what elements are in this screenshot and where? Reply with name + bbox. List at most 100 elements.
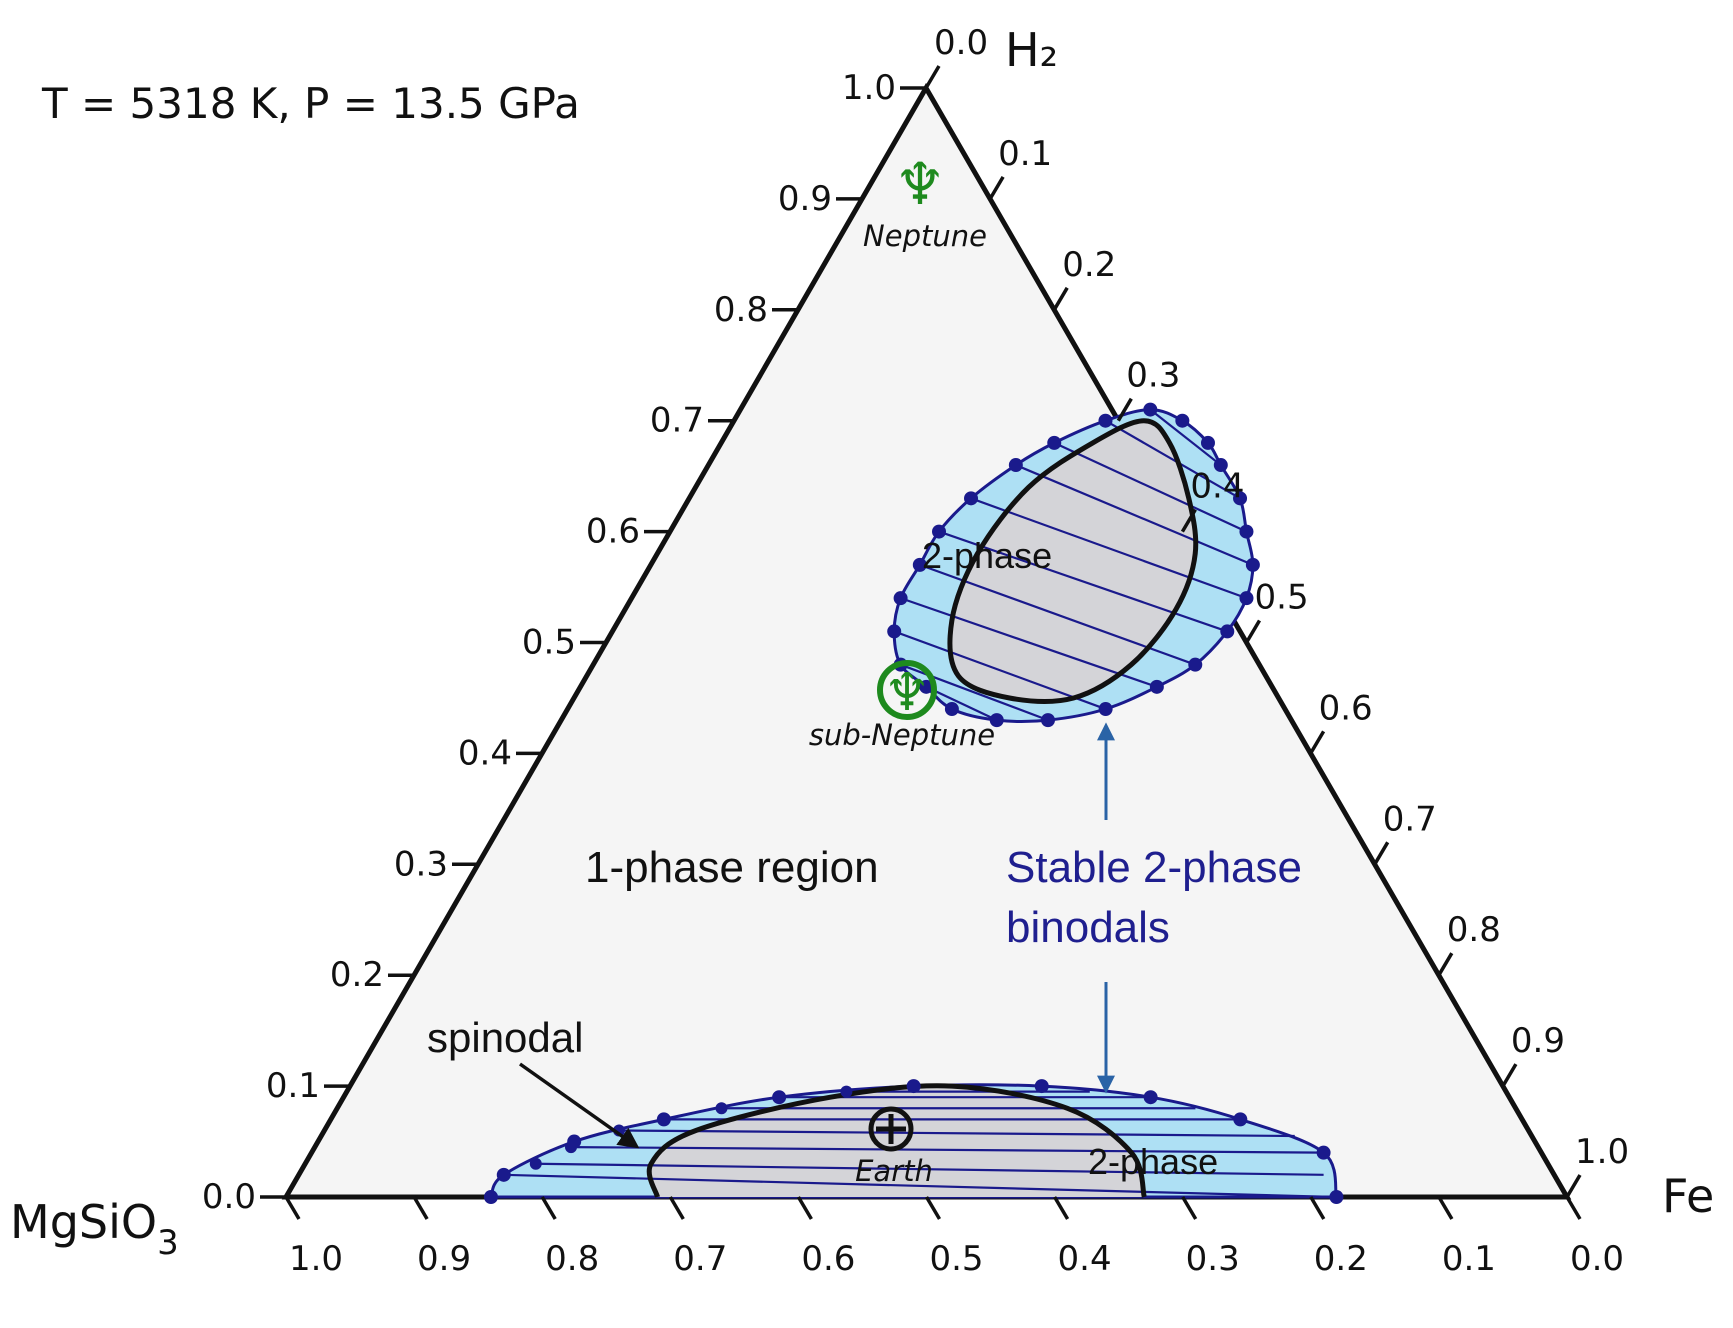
mgsio3-axis-tick-label: 0.0	[1570, 1239, 1624, 1279]
fe-axis-tick-label: 0.8	[1447, 910, 1501, 950]
upper-binodal-point	[964, 491, 979, 506]
upper-tie-line	[900, 597, 1158, 688]
mgsio3-axis-tick	[284, 1196, 301, 1220]
upper-binodal-point	[989, 713, 1004, 728]
fe-axis-tick-label: 0.1	[998, 134, 1052, 174]
upper-binodal-point	[1213, 458, 1228, 473]
lower-binodal-point	[715, 1102, 728, 1115]
fe-axis-tick	[1309, 730, 1326, 755]
lower-tie-line	[535, 1162, 1324, 1176]
spinodal-label: spinodal	[427, 1014, 583, 1061]
upper-binodal-point	[932, 524, 947, 539]
upper-binodal-point	[1098, 413, 1113, 428]
mgsio3-axis-tick-label: 0.6	[801, 1239, 855, 1279]
lower-binodal-point	[840, 1085, 853, 1098]
h2-axis-tick-label: 0.9	[778, 179, 832, 219]
fe-axis-tick	[1565, 1174, 1582, 1198]
upper-tie-line	[893, 630, 1106, 711]
upper-binodal-point	[1047, 435, 1062, 450]
earth-symbol-icon	[868, 1106, 914, 1152]
lower-binodal-point	[657, 1113, 670, 1126]
mgsio3-axis-tick-label: 0.1	[1442, 1239, 1496, 1279]
fe-axis-tick-label: 0.9	[1511, 1021, 1565, 1061]
upper-tie-line	[938, 530, 1228, 633]
upper-spinodal-fill	[949, 420, 1196, 702]
mgsio3-axis-tick-label: 0.8	[545, 1239, 599, 1279]
neptune-label: Neptune	[863, 219, 987, 253]
axis-ticks: 0.0 0.1 0.2 0.3 0.4 0.5 0.6 0.7 0.8 0.9 1.0 0.0 0.1 0…	[202, 23, 1629, 1279]
upper-tie-line	[1149, 408, 1222, 466]
lower-binodal-point	[529, 1157, 542, 1170]
spinodal-arrow	[518, 1062, 640, 1149]
upper-tie-line	[970, 497, 1247, 600]
fe-axis-tick	[988, 176, 1005, 200]
fe-axis-tick-label: 0.5	[1255, 578, 1309, 618]
neptune-symbol-icon: ♆	[894, 150, 946, 218]
upper-binodal-point	[1233, 491, 1248, 506]
chart-title: T = 5318 K, P = 13.5 GPa	[41, 79, 580, 128]
fe-axis-tick	[1501, 1063, 1518, 1087]
lower-binodal-point	[906, 1079, 921, 1094]
apex-label-mgsio3: MgSiO3	[10, 1195, 179, 1263]
upper-binodal-point	[1143, 402, 1158, 417]
upper-binodal-point	[1200, 435, 1215, 450]
upper-binodal-point	[1239, 591, 1254, 606]
upper-spinodal-curve	[947, 418, 1199, 704]
lower-binodal-point	[1143, 1090, 1158, 1105]
upper-binodal-point	[1149, 679, 1164, 694]
mgsio3-axis-tick	[1053, 1196, 1070, 1220]
mgsio3-axis-tick-label: 0.4	[1058, 1239, 1112, 1279]
lower-tie-line	[619, 1129, 1295, 1138]
upper-binodal-point	[912, 557, 927, 572]
mgsio3-axis-tick-label: 0.5	[929, 1239, 983, 1279]
two-phase-upper-label: 2-phase	[922, 535, 1052, 576]
fe-axis-tick	[1437, 952, 1454, 977]
lower-tie-line	[570, 1145, 1324, 1154]
mgsio3-axis-tick-label: 0.7	[673, 1239, 727, 1279]
fe-axis-tick-label: 0.0	[934, 23, 988, 63]
h2-axis-tick-label: 0.8	[714, 290, 768, 330]
h2-axis-tick-label: 1.0	[842, 68, 896, 108]
upper-binodal-point	[1220, 624, 1235, 639]
mgsio3-axis-tick	[412, 1196, 429, 1220]
fe-axis-tick	[1052, 286, 1069, 311]
mgsio3-axis-tick	[668, 1196, 685, 1220]
mgsio3-axis-tick	[796, 1196, 813, 1220]
earth-label: Earth	[855, 1154, 933, 1188]
h2-axis-tick-label: 0.0	[202, 1177, 256, 1217]
mgsio3-axis-tick	[540, 1196, 557, 1220]
fe-axis-tick	[924, 65, 941, 89]
upper-binodal-point	[1040, 713, 1055, 728]
lower-spinodal-curve	[646, 1083, 1147, 1198]
binodal-annotation-line2: binodals	[1006, 903, 1170, 952]
fe-axis-tick-label: 0.7	[1383, 799, 1437, 839]
mgsio3-axis-tick-label: 0.9	[417, 1239, 471, 1279]
lower-binodal-point	[497, 1168, 510, 1181]
apex-label-mgsio3-base: MgSiO	[10, 1195, 157, 1249]
upper-binodal-point	[893, 591, 908, 606]
lower-binodal-point	[773, 1091, 786, 1104]
mgsio3-axis-tick	[1437, 1196, 1454, 1220]
mgsio3-axis-tick	[1181, 1196, 1198, 1220]
mgsio3-axis-tick-label: 1.0	[289, 1239, 343, 1279]
h2-axis-tick-label: 0.1	[266, 1066, 320, 1106]
fe-axis-tick-label: 1.0	[1575, 1132, 1629, 1172]
fe-axis-tick-label: 0.3	[1126, 356, 1180, 396]
mgsio3-axis-tick-label: 0.3	[1186, 1239, 1240, 1279]
upper-binodal-point	[1188, 657, 1203, 672]
upper-binodal-point	[1008, 458, 1023, 473]
upper-binodal-point	[919, 679, 934, 694]
upper-tie-line	[1015, 464, 1254, 566]
upper-tie-line	[1053, 441, 1247, 533]
lower-binodal-point	[1329, 1190, 1344, 1204]
apex-label-fe: Fe	[1662, 1169, 1714, 1223]
fe-axis-tick-label: 0.6	[1319, 688, 1373, 728]
lower-tie-line	[503, 1173, 1337, 1199]
fe-axis-tick	[1180, 508, 1197, 533]
fe-axis-tick	[1244, 619, 1262, 644]
upper-binodal-point	[1245, 557, 1260, 572]
upper-binodal-point	[887, 624, 902, 639]
h2-axis-tick-label: 0.2	[330, 955, 384, 995]
upper-binodal-point	[1239, 524, 1254, 539]
lower-binodal-point	[1316, 1145, 1331, 1160]
